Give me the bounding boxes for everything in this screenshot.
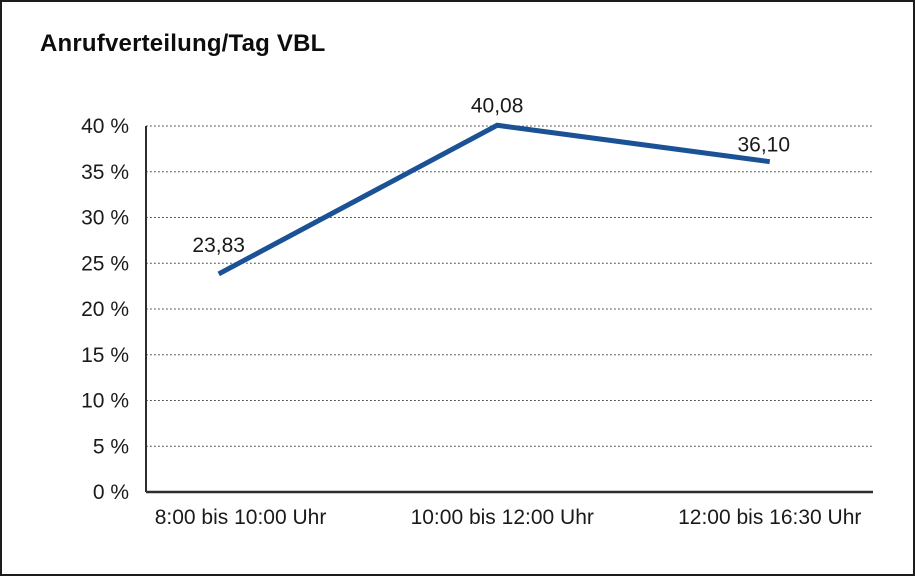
x-category-label: 12:00 bis 16:30 Uhr bbox=[678, 506, 861, 529]
x-category-label: 8:00 bis 10:00 Uhr bbox=[155, 506, 327, 529]
y-tick-label: 10 % bbox=[81, 390, 129, 413]
y-tick-label: 20 % bbox=[81, 298, 129, 321]
data-line bbox=[217, 122, 771, 277]
y-tick-label: 30 % bbox=[81, 207, 129, 230]
y-tick-label: 40 % bbox=[81, 115, 129, 138]
y-tick-label: 35 % bbox=[81, 161, 129, 184]
y-tick-label: 25 % bbox=[81, 252, 129, 275]
chart-title: Anrufverteilung/Tag VBL bbox=[40, 30, 326, 57]
y-tick-label: 0 % bbox=[93, 481, 129, 504]
y-tick-label: 15 % bbox=[81, 344, 129, 367]
data-point-label: 36,10 bbox=[737, 134, 790, 157]
data-point-label: 23,83 bbox=[192, 234, 245, 257]
y-tick-label: 5 % bbox=[93, 435, 129, 458]
data-point-label: 40,08 bbox=[471, 94, 524, 117]
x-category-label: 10:00 bis 12:00 Uhr bbox=[411, 506, 594, 529]
